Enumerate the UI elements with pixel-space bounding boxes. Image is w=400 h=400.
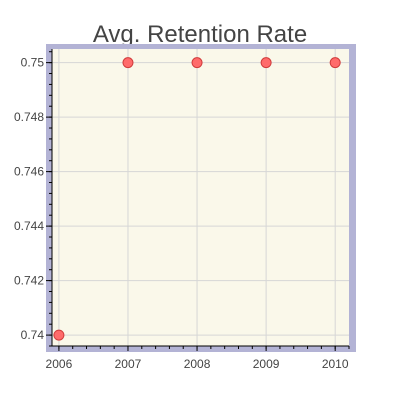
data-points [53,57,341,341]
data-point [122,57,134,69]
y-tick-label: 0.748 [14,110,44,124]
x-tick-label: 2007 [115,357,142,371]
data-point [260,57,272,69]
x-tick-label: 2009 [253,357,280,371]
x-tick-label: 2006 [46,357,73,371]
x-tick-label: 2010 [322,357,349,371]
y-tick-label: 0.74 [21,328,45,342]
data-point [53,329,65,341]
y-tick-label: 0.744 [14,219,44,233]
x-tick-label: 2008 [184,357,211,371]
tick-labels: 2006 2007 2008 2009 2010 0.74 0.742 0.744 0.746 0… [14,56,349,371]
chart-title: Avg. Retention Rate [93,21,307,48]
y-tick-label: 0.746 [14,165,44,179]
y-tick-label: 0.75 [21,56,45,70]
y-tick-label: 0.742 [14,274,44,288]
data-point [191,57,203,69]
axes [46,49,350,351]
plot-background [52,49,349,346]
data-point [329,57,341,69]
